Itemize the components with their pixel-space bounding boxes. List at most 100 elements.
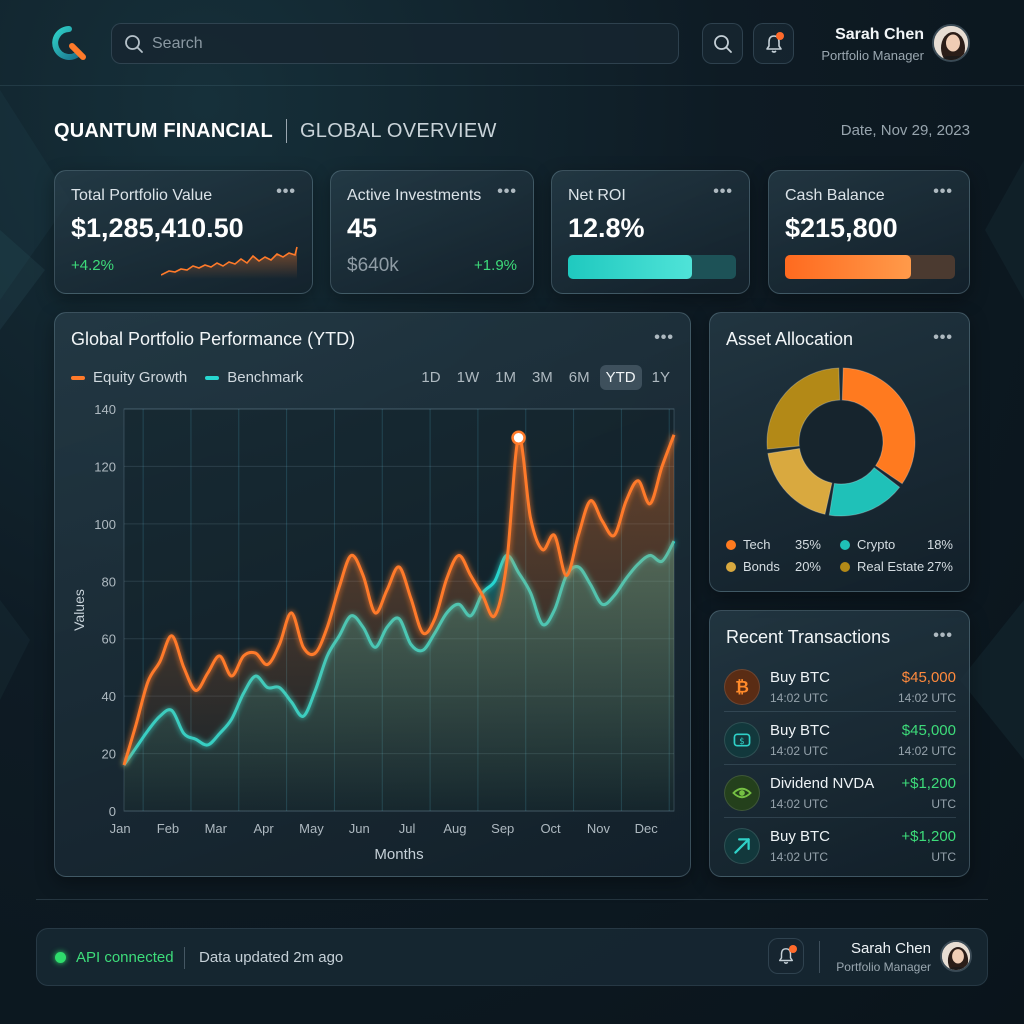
api-status-text: API connected bbox=[76, 949, 174, 966]
api-status-dot bbox=[55, 952, 66, 963]
asset-allocation-card: Asset Allocation ••• Tech 35% Crypto 18% Bon… bbox=[709, 312, 970, 592]
transaction-amount: +$1,200 bbox=[901, 775, 956, 792]
top-bar: Sarah Chen Portfolio Manager bbox=[0, 0, 1024, 86]
search-bar[interactable] bbox=[111, 23, 679, 64]
logo-icon[interactable] bbox=[52, 26, 86, 60]
transaction-row[interactable]: Buy BTC 14:02 UTC +$1,200 UTC bbox=[724, 822, 956, 872]
donut-slice-bonds[interactable] bbox=[767, 447, 833, 515]
y-tick-label: 140 bbox=[94, 402, 116, 417]
user-role: Portfolio Manager bbox=[821, 48, 924, 63]
search-icon bbox=[713, 34, 732, 53]
footer-user-info[interactable]: Sarah Chen Portfolio Manager bbox=[836, 940, 931, 974]
x-tick-label: Oct bbox=[540, 821, 561, 836]
performance-chart-card: Global Portfolio Performance (YTD) ••• E… bbox=[54, 312, 691, 877]
x-tick-label: Dec bbox=[635, 821, 659, 836]
transaction-divider bbox=[724, 764, 956, 765]
search-input[interactable] bbox=[152, 34, 652, 53]
donut-slice-real-estate[interactable] bbox=[766, 367, 841, 450]
range-tab-1w[interactable]: 1W bbox=[456, 369, 480, 386]
allocation-legend-item[interactable]: Crypto bbox=[840, 537, 895, 552]
footer-avatar[interactable] bbox=[940, 940, 972, 972]
legend-percent: 27% bbox=[926, 559, 953, 574]
legend-label: Equity Growth bbox=[93, 369, 188, 386]
user-info[interactable]: Sarah Chen Portfolio Manager bbox=[744, 26, 924, 63]
kpi-change: +4.2% bbox=[71, 257, 114, 274]
range-tab-1y[interactable]: 1Y bbox=[651, 369, 670, 386]
notifications-button[interactable] bbox=[753, 23, 794, 64]
range-tab-3m[interactable]: 3M bbox=[531, 369, 553, 386]
status-divider bbox=[184, 947, 185, 969]
range-tab-1m[interactable]: 1M bbox=[495, 369, 516, 386]
allocation-legend-item[interactable]: Tech bbox=[726, 537, 770, 552]
kpi-card-cash[interactable]: Cash Balance ••• $215,800 bbox=[768, 170, 970, 294]
kpi-value: 12.8% bbox=[568, 213, 645, 243]
avatar[interactable] bbox=[932, 24, 970, 62]
donut-slice-crypto[interactable] bbox=[828, 466, 901, 517]
cash-progress-bar bbox=[785, 255, 955, 279]
legend-percent: 35% bbox=[794, 537, 821, 552]
y-tick-label: 0 bbox=[109, 804, 116, 819]
legend-benchmark[interactable]: Benchmark bbox=[205, 369, 303, 386]
kpi-value: $215,800 bbox=[785, 213, 898, 243]
range-tab-6m[interactable]: 6M bbox=[568, 369, 590, 386]
transaction-row[interactable]: ₿ Buy BTC 14:02 UTC $45,000 14:02 UTC bbox=[724, 663, 956, 713]
more-options-button[interactable]: ••• bbox=[276, 183, 296, 200]
allocation-legend-item[interactable]: Bonds bbox=[726, 559, 780, 574]
legend-dot bbox=[726, 539, 736, 550]
legend-percent: 20% bbox=[794, 559, 821, 574]
y-tick-label: 100 bbox=[94, 517, 116, 532]
more-options-button[interactable]: ••• bbox=[933, 183, 953, 200]
transactions-title: Recent Transactions bbox=[726, 627, 891, 647]
performance-line-chart: 0 20 40 60 80 100 120 140 Jan Feb Mar Apr May Jun Jul A… bbox=[71, 402, 676, 863]
search-button[interactable] bbox=[702, 23, 743, 64]
donut-slice-tech[interactable] bbox=[841, 367, 916, 485]
title-divider bbox=[285, 119, 287, 143]
arrow-up-right-icon bbox=[724, 828, 760, 864]
legend-swatch bbox=[205, 375, 220, 380]
kpi-card-roi[interactable]: Net ROI ••• 12.8% bbox=[551, 170, 750, 294]
data-updated-text: Data updated 2m ago bbox=[199, 949, 344, 966]
transaction-time: 14:02 UTC bbox=[770, 850, 829, 864]
transaction-row[interactable]: Dividend NVDA 14:02 UTC +$1,200 UTC bbox=[724, 769, 956, 819]
allocation-legend-item[interactable]: Real Estate bbox=[840, 559, 924, 574]
more-options-button[interactable]: ••• bbox=[713, 183, 733, 200]
allocation-donut-chart bbox=[766, 367, 916, 517]
kpi-card-portfolio[interactable]: Total Portfolio Value ••• $1,285,410.50 … bbox=[54, 170, 313, 294]
transaction-row[interactable]: $ Buy BTC 14:02 UTC $45,000 14:02 UTC bbox=[724, 716, 956, 766]
range-tab-ytd[interactable]: YTD bbox=[599, 365, 642, 390]
more-options-button[interactable]: ••• bbox=[933, 329, 953, 346]
more-options-button[interactable]: ••• bbox=[933, 627, 953, 644]
allocation-title: Asset Allocation bbox=[726, 329, 854, 349]
transaction-subtext: 14:02 UTC bbox=[897, 691, 956, 705]
range-tab-1d[interactable]: 1D bbox=[421, 369, 441, 386]
recent-transactions-card: Recent Transactions ••• ₿ Buy BTC 14:02 UT… bbox=[709, 610, 970, 877]
legend-dot bbox=[726, 561, 736, 572]
x-axis-title: Months bbox=[374, 846, 423, 863]
x-tick-label: Mar bbox=[205, 821, 228, 836]
svg-text:₿: ₿ bbox=[735, 678, 749, 698]
legend-equity[interactable]: Equity Growth bbox=[71, 369, 187, 386]
x-tick-label: Nov bbox=[587, 821, 611, 836]
kpi-label: Total Portfolio Value bbox=[71, 187, 213, 204]
legend-percent: 18% bbox=[926, 537, 953, 552]
transaction-subtext: 14:02 UTC bbox=[897, 744, 956, 758]
kpi-label: Active Investments bbox=[347, 187, 482, 204]
footer-notifications-button[interactable] bbox=[768, 938, 804, 974]
chart-legend: Equity Growth Benchmark bbox=[71, 369, 321, 386]
transaction-title: Buy BTC bbox=[770, 669, 831, 686]
transaction-time: 14:02 UTC bbox=[770, 744, 829, 758]
transaction-title: Buy BTC bbox=[770, 828, 831, 845]
more-options-button[interactable]: ••• bbox=[654, 329, 674, 346]
legend-label: Crypto bbox=[857, 537, 896, 552]
page-title: QUANTUM FINANCIAL GLOBAL OVERVIEW bbox=[54, 119, 497, 143]
kpi-amount: $640k bbox=[347, 255, 399, 276]
donut-hole bbox=[800, 401, 882, 483]
kpi-card-investments[interactable]: Active Investments ••• 45 $640k +1.9% bbox=[330, 170, 534, 294]
svg-text:$: $ bbox=[739, 737, 744, 747]
notification-dot bbox=[789, 945, 797, 953]
cash-progress-fill bbox=[785, 255, 911, 279]
more-options-button[interactable]: ••• bbox=[497, 183, 517, 200]
x-tick-label: Sep bbox=[491, 821, 514, 836]
y-tick-label: 40 bbox=[102, 689, 116, 704]
x-tick-label: Apr bbox=[253, 821, 274, 836]
